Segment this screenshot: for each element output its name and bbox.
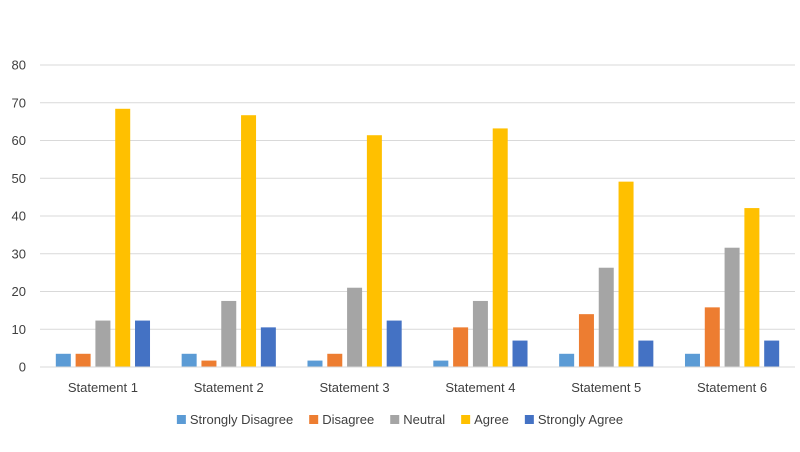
legend-label: Agree [474, 412, 509, 427]
bar-neutral-statement-2 [221, 300, 237, 367]
bar-neutral-statement-1 [95, 320, 111, 367]
bar-strongly-disagree-statement-5 [559, 353, 575, 367]
bar-neutral-statement-6 [724, 247, 740, 367]
bar-strongly-disagree-statement-4 [433, 360, 449, 367]
y-tick-label: 30 [12, 246, 26, 261]
legend-label: Neutral [403, 412, 445, 427]
bar-agree-statement-5 [618, 181, 634, 367]
legend-swatch [461, 415, 471, 424]
bar-disagree-statement-6 [704, 307, 720, 367]
bar-neutral-statement-3 [347, 287, 363, 367]
bar-strongly-disagree-statement-2 [181, 353, 197, 367]
bar-strongly-agree-statement-5 [638, 340, 654, 367]
bar-disagree-statement-4 [453, 327, 469, 367]
legend-item-strongly-agree: Strongly Agree [524, 412, 623, 427]
bar-strongly-agree-statement-3 [386, 320, 402, 367]
bar-agree-statement-3 [366, 135, 382, 367]
bar-strongly-agree-statement-4 [512, 340, 528, 367]
x-category-label: Statement 2 [194, 380, 264, 395]
x-category-label: Statement 1 [68, 380, 138, 395]
bar-neutral-statement-5 [598, 267, 614, 367]
y-tick-label: 40 [12, 209, 26, 224]
legend-swatch [390, 415, 400, 424]
x-category-label: Statement 4 [445, 380, 515, 395]
x-category-label: Statement 5 [571, 380, 641, 395]
y-tick-label: 10 [12, 322, 26, 337]
y-tick-label: 60 [12, 133, 26, 148]
legend-item-strongly-disagree: Strongly Disagree [176, 412, 293, 427]
bar-strongly-agree-statement-6 [764, 340, 780, 367]
legend-label: Strongly Disagree [190, 412, 293, 427]
x-category-label: Statement 3 [320, 380, 390, 395]
bar-disagree-statement-5 [578, 314, 594, 367]
bar-disagree-statement-3 [327, 353, 343, 367]
y-tick-label: 50 [12, 171, 26, 186]
y-tick-label: 20 [12, 284, 26, 299]
bar-strongly-disagree-statement-6 [684, 353, 700, 367]
legend-swatch [176, 415, 186, 424]
bar-strongly-agree-statement-1 [135, 320, 151, 367]
legend-item-neutral: Neutral [390, 412, 445, 427]
x-category-label: Statement 6 [697, 380, 767, 395]
bars [55, 108, 780, 368]
bar-strongly-disagree-statement-1 [55, 353, 71, 367]
legend-label: Disagree [322, 412, 374, 427]
bar-agree-statement-1 [115, 108, 131, 367]
legend: Strongly Disagree Disagree Neutral Agree Str… [176, 412, 623, 427]
bar-disagree-statement-1 [75, 353, 91, 367]
bar-agree-statement-6 [744, 208, 760, 367]
bar-agree-statement-2 [241, 115, 257, 368]
bar-strongly-agree-statement-2 [260, 327, 276, 367]
bar-strongly-disagree-statement-3 [307, 360, 323, 367]
bar-neutral-statement-4 [472, 300, 488, 367]
bar-disagree-statement-2 [201, 360, 217, 367]
legend-swatch [524, 415, 534, 424]
gridlines [40, 64, 795, 330]
legend-label: Strongly Agree [538, 412, 623, 427]
legend-item-agree: Agree [461, 412, 509, 427]
y-axis-ticks: 0 10 20 30 40 50 60 70 80 [12, 58, 26, 375]
y-tick-label: 70 [12, 95, 26, 110]
y-tick-label: 0 [19, 360, 26, 375]
legend-swatch [309, 415, 319, 424]
x-axis: Statement 1 Statement 2 Statement 3 Stateme… [40, 366, 795, 395]
bar-agree-statement-4 [492, 128, 508, 367]
legend-item-disagree: Disagree [309, 412, 374, 427]
y-tick-label: 80 [12, 58, 26, 73]
